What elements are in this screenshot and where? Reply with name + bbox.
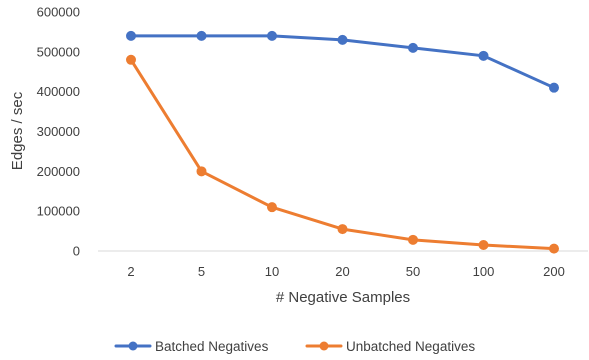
data-point	[478, 240, 489, 251]
y-tick-label: 100000	[37, 204, 80, 219]
x-tick-label: 2	[127, 264, 134, 279]
series-unbatched-negatives	[126, 54, 559, 254]
legend-item: Batched Negatives	[114, 339, 269, 354]
data-point	[337, 224, 348, 235]
x-axis-ticks: 2 5 10 20 50 100 200	[127, 264, 564, 279]
y-tick-label: 200000	[37, 164, 80, 179]
x-tick-label: 5	[198, 264, 205, 279]
data-point	[337, 34, 348, 45]
legend-label: Unbatched Negatives	[346, 339, 475, 354]
y-axis-ticks: 600000 500000 400000 300000 200000 100000 0	[37, 5, 588, 259]
data-point	[196, 166, 207, 177]
data-point	[549, 82, 559, 93]
data-point	[267, 30, 277, 41]
x-tick-label: 200	[543, 264, 565, 279]
data-point	[408, 42, 418, 53]
data-point	[196, 30, 207, 41]
x-tick-label: 10	[265, 264, 279, 279]
legend-label: Batched Negatives	[155, 339, 269, 354]
y-tick-label: 500000	[37, 44, 80, 59]
y-tick-label: 400000	[37, 84, 80, 99]
y-tick-label: 300000	[37, 124, 80, 139]
series-line	[129, 58, 556, 251]
x-tick-label: 100	[473, 264, 495, 279]
series-layer	[126, 30, 559, 254]
data-point	[267, 202, 277, 213]
legend-marker	[128, 341, 138, 351]
data-point	[478, 50, 489, 61]
x-tick-label: 50	[406, 264, 420, 279]
series-batched-negatives	[126, 30, 559, 93]
data-point	[408, 234, 418, 245]
legend-item: Unbatched Negatives	[305, 339, 475, 354]
x-axis-title: # Negative Samples	[276, 289, 410, 306]
y-tick-label: 0	[73, 244, 80, 259]
data-point	[549, 243, 559, 254]
legend: Batched Negatives Unbatched Negatives	[114, 339, 475, 354]
y-tick-label: 600000	[37, 5, 80, 20]
data-point	[126, 30, 136, 41]
y-axis-title: Edges / sec	[9, 91, 26, 170]
data-point	[126, 54, 136, 65]
legend-marker	[319, 341, 329, 351]
x-tick-label: 20	[335, 264, 349, 279]
